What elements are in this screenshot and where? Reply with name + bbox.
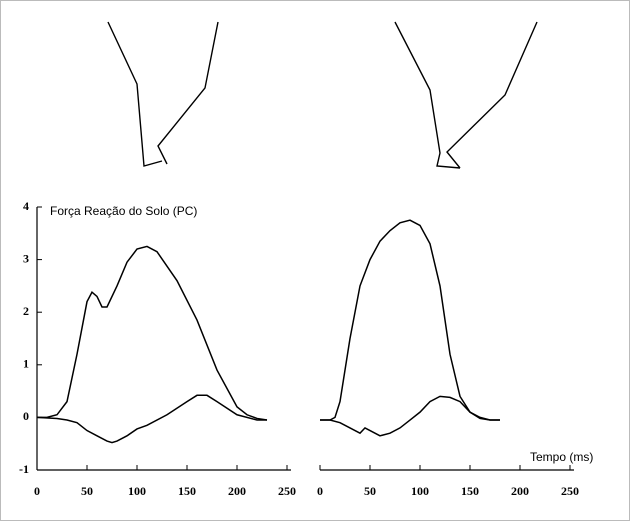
force-curve [320,395,500,437]
x-tick-label: 100 [128,484,146,498]
force-curve [36,394,267,444]
y-tick-label: -1 [19,462,29,476]
y-tick-label: 0 [23,409,29,423]
leg-figure [157,21,219,165]
x-tick-label: 150 [461,484,479,498]
y-tick-label: 4 [23,199,29,213]
y-tick-label: 3 [23,251,29,265]
force-curve [37,245,268,421]
y-tick-label: 1 [23,357,29,371]
x-tick-label: 100 [411,484,429,498]
x-tick-label: 250 [561,484,579,498]
x-tick-label: 50 [81,484,93,498]
x-tick-label: 200 [228,484,246,498]
x-tick-label: 0 [34,484,40,498]
chart-title: Força Reação do Solo (PC) [50,204,197,218]
x-tick-label: 150 [178,484,196,498]
y-tick-label: 2 [23,304,29,318]
x-tick-label: 250 [278,484,296,498]
x-axis-label: Tempo (ms) [530,450,593,464]
x-tick-label: 0 [317,484,323,498]
x-tick-label: 50 [364,484,376,498]
x-tick-label: 200 [511,484,529,498]
leg-figure [394,21,461,169]
leg-figure [107,21,163,167]
leg-figure [446,21,538,169]
